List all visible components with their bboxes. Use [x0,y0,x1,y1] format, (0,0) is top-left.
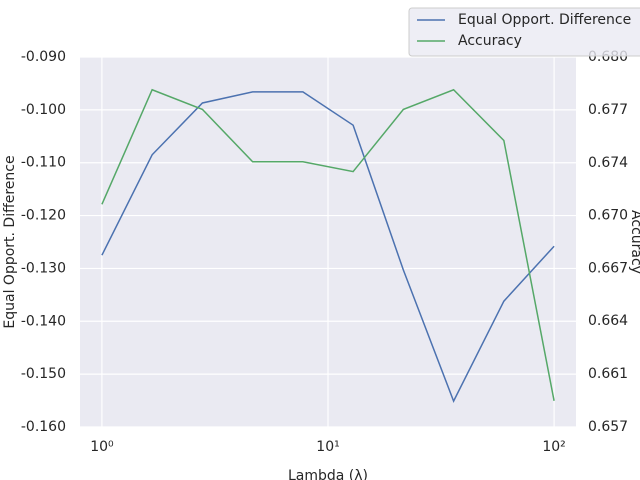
x-axis-label: Lambda (λ) [288,468,368,480]
y2-tick-label: 0.674 [588,155,628,171]
legend-label: Equal Opport. Difference [458,12,631,28]
legend-label: Accuracy [458,33,522,49]
y-tick-label: -0.160 [21,419,66,435]
y-tick-label: -0.110 [21,155,66,171]
y-tick-label: -0.120 [21,208,66,224]
y2-tick-label: 0.667 [588,260,628,276]
y-tick-label: -0.100 [21,102,66,118]
y2-tick-label: 0.657 [588,419,628,435]
y2-tick-label: 0.670 [588,208,628,224]
y2-tick-label: 0.664 [588,313,628,329]
y-tick-label: -0.090 [21,49,66,65]
y2-tick-label: 0.677 [588,102,628,118]
y-tick-label: -0.130 [21,260,66,276]
y-tick-label: -0.150 [21,366,66,382]
y2-axis-label: Accuracy [628,210,640,274]
x-tick-label: 10² [542,439,565,455]
y2-tick-label: 0.661 [588,366,628,382]
line [101,88,555,401]
line [101,91,555,403]
x-tick-label: 10⁰ [90,439,114,455]
y-tick-label: -0.140 [21,313,66,329]
legend-box [408,7,640,57]
y-axis-label: Equal Opport. Difference [2,155,18,328]
x-tick-label: 10¹ [316,439,339,455]
